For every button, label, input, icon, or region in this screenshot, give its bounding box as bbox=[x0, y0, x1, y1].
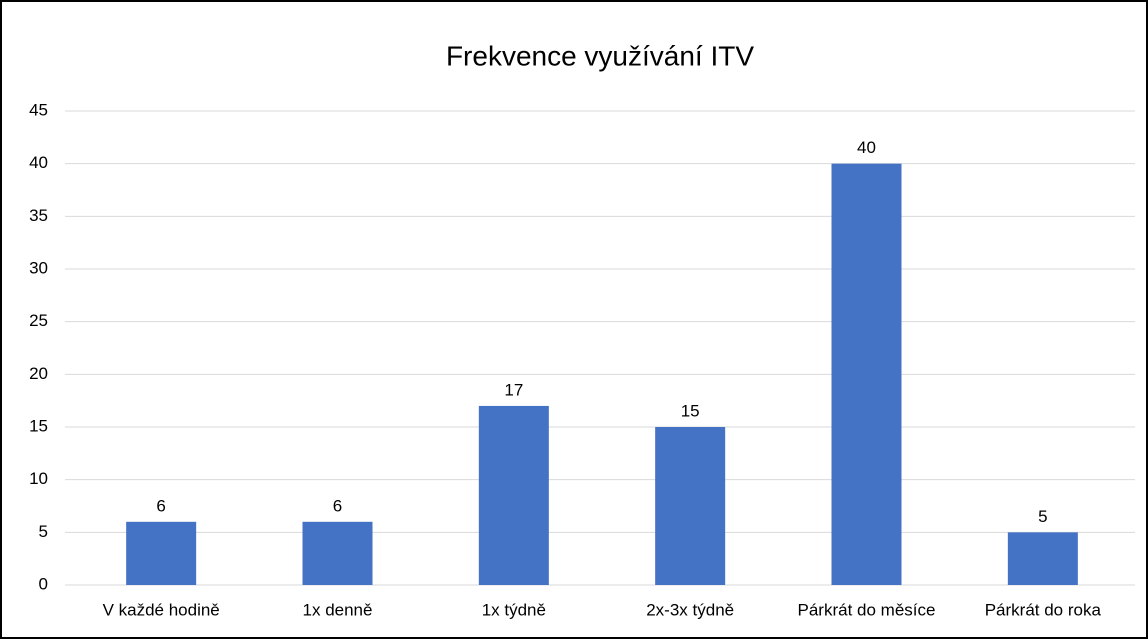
x-tick-label: 2x-3x týdně bbox=[646, 600, 734, 619]
bar bbox=[655, 427, 726, 585]
bar bbox=[831, 163, 902, 585]
y-tick-label: 5 bbox=[39, 522, 48, 541]
data-label: 17 bbox=[504, 380, 523, 399]
chart-title: Frekvence využívání ITV bbox=[446, 40, 754, 71]
y-tick-label: 30 bbox=[29, 258, 48, 277]
data-label: 6 bbox=[333, 496, 342, 515]
data-label: 5 bbox=[1038, 507, 1047, 526]
bar bbox=[478, 405, 549, 585]
data-label: 6 bbox=[156, 496, 165, 515]
bar bbox=[302, 521, 373, 585]
x-tick-label: Párkrát do roka bbox=[985, 600, 1102, 619]
y-tick-label: 25 bbox=[29, 311, 48, 330]
y-tick-label: 20 bbox=[29, 364, 48, 383]
y-tick-label: 40 bbox=[29, 153, 48, 172]
y-tick-label: 15 bbox=[29, 416, 48, 435]
y-tick-label: 10 bbox=[29, 469, 48, 488]
bar bbox=[126, 521, 197, 585]
x-tick-label: V každé hodině bbox=[103, 600, 220, 619]
bar bbox=[1007, 532, 1078, 585]
y-tick-label: 0 bbox=[39, 574, 48, 593]
y-tick-label: 45 bbox=[29, 100, 48, 119]
x-tick-label: Párkrát do měsíce bbox=[798, 600, 936, 619]
data-label: 40 bbox=[857, 138, 876, 157]
y-tick-label: 35 bbox=[29, 206, 48, 225]
x-tick-label: 1x týdně bbox=[482, 600, 546, 619]
x-tick-label: 1x denně bbox=[303, 600, 373, 619]
data-label: 15 bbox=[681, 401, 700, 420]
